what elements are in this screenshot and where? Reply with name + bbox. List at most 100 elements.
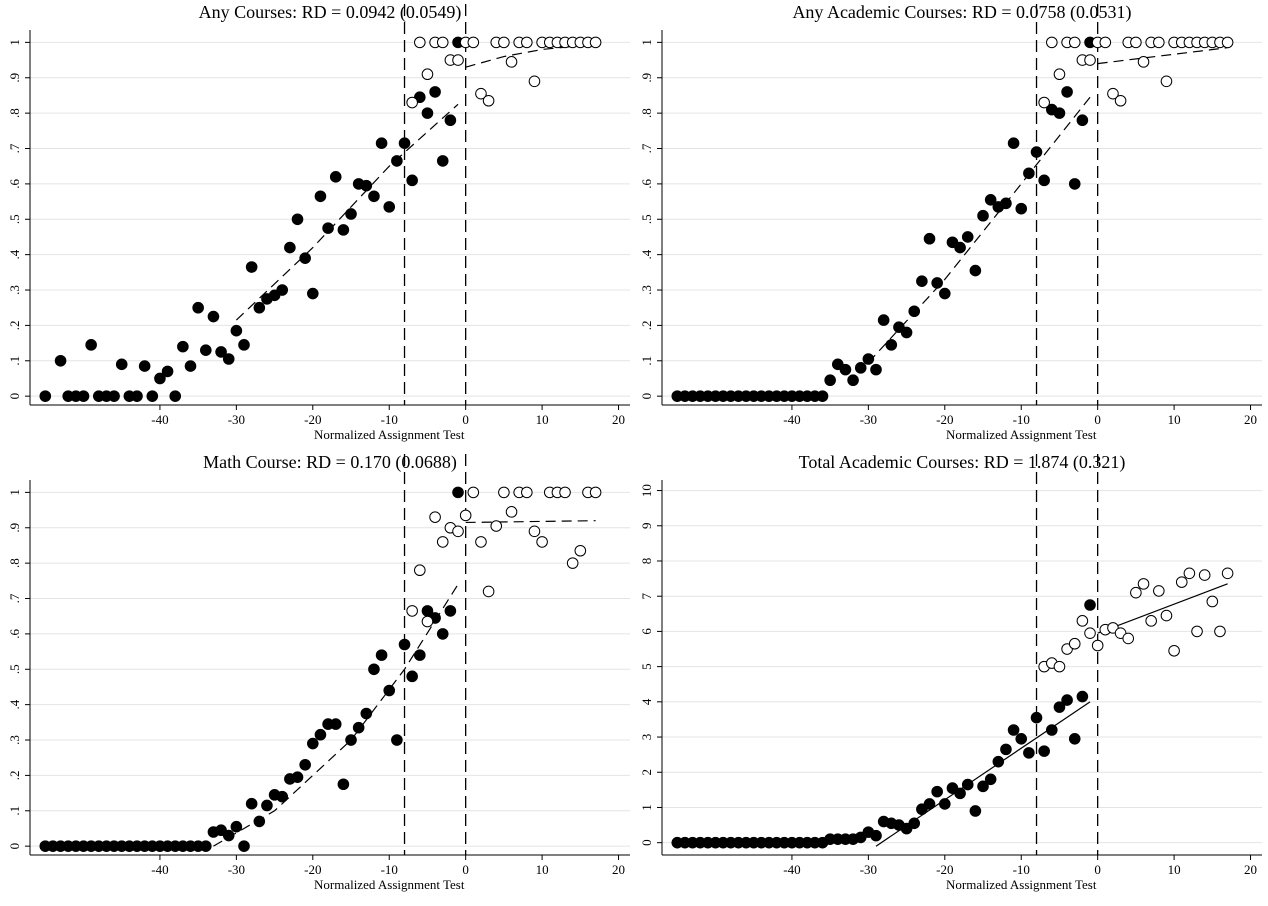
y-tick-label: .8 <box>7 108 22 118</box>
open-point <box>1137 56 1150 68</box>
open-point <box>436 36 449 49</box>
filled-point <box>436 155 449 167</box>
panel: Any Academic Courses: RD = 0.0758 (0.053… <box>639 2 1262 442</box>
filled-point <box>839 363 852 376</box>
open-point <box>406 96 418 109</box>
x-tick-label: 10 <box>1168 412 1181 427</box>
y-tick-label: 3 <box>639 734 654 741</box>
open-point <box>467 36 480 49</box>
open-point <box>1130 36 1142 49</box>
open-point <box>589 36 602 49</box>
panel-title: Math Course: RD = 0.170 (0.0688) <box>203 452 457 473</box>
filled-point <box>1030 146 1043 158</box>
open-point <box>1145 615 1157 627</box>
filled-point <box>192 301 204 314</box>
filled-point <box>199 344 212 356</box>
open-point <box>1046 36 1058 49</box>
y-tick-label: .7 <box>7 593 22 603</box>
x-tick-label: -20 <box>936 862 953 877</box>
open-point <box>1221 36 1234 49</box>
filled-point <box>108 390 120 402</box>
filled-point <box>1000 743 1012 756</box>
x-tick-label: 0 <box>462 412 469 427</box>
fit-line <box>1097 47 1228 65</box>
x-tick-label: -20 <box>304 412 321 427</box>
filled-point <box>360 179 373 192</box>
open-point <box>1168 644 1180 657</box>
x-tick-label: -30 <box>860 412 877 427</box>
open-point <box>559 486 571 499</box>
x-tick-label: 10 <box>536 862 549 877</box>
filled-point <box>337 778 350 791</box>
filled-point <box>368 663 380 676</box>
filled-point <box>977 780 989 793</box>
filled-point <box>291 213 304 226</box>
x-axis-label: Normalized Assignment Test <box>314 877 465 892</box>
open-point <box>1091 639 1104 652</box>
filled-point <box>299 758 311 771</box>
x-tick-label: 10 <box>536 412 549 427</box>
filled-point <box>1007 137 1020 150</box>
y-tick-label: .2 <box>639 321 654 331</box>
x-tick-label: -40 <box>151 412 168 427</box>
x-tick-label: 0 <box>1094 862 1101 877</box>
filled-point <box>900 326 913 339</box>
y-tick-label: 8 <box>639 558 654 565</box>
filled-point <box>1007 724 1020 736</box>
x-tick-label: 0 <box>462 862 469 877</box>
filled-point <box>1000 197 1012 210</box>
filled-point <box>444 114 457 127</box>
open-point <box>475 87 487 100</box>
filled-point <box>307 287 319 300</box>
y-tick-label: .7 <box>7 143 22 153</box>
x-tick-label: -10 <box>1013 412 1030 427</box>
filled-point <box>444 605 457 617</box>
open-point <box>1183 567 1196 580</box>
filled-point <box>368 190 380 203</box>
filled-point <box>261 799 273 812</box>
filled-point <box>184 360 197 372</box>
x-tick-label: -10 <box>381 412 398 427</box>
open-point <box>482 94 495 107</box>
open-point <box>421 615 434 628</box>
y-tick-label: 0 <box>639 393 654 400</box>
filled-point <box>138 360 151 372</box>
filled-point <box>238 840 250 852</box>
filled-point <box>908 817 921 830</box>
x-axis-label: Normalized Assignment Test <box>314 427 465 442</box>
open-point <box>521 486 533 499</box>
filled-point <box>1076 690 1089 703</box>
open-point <box>1153 585 1165 597</box>
y-tick-label: .4 <box>7 249 22 259</box>
open-point <box>459 509 472 522</box>
open-point <box>1160 609 1173 622</box>
filled-point <box>992 755 1005 768</box>
filled-point <box>1038 745 1050 757</box>
filled-point <box>436 628 449 640</box>
open-point <box>1068 637 1081 650</box>
filled-point <box>314 728 327 741</box>
filled-point <box>931 277 943 289</box>
y-tick-label: 1 <box>639 804 654 811</box>
filled-point <box>977 209 989 222</box>
filled-point <box>169 390 182 402</box>
filled-point <box>877 314 890 326</box>
filled-point <box>969 805 982 817</box>
filled-point <box>375 137 388 150</box>
open-point <box>1114 94 1127 107</box>
filled-point <box>299 252 311 264</box>
filled-point <box>954 241 966 254</box>
filled-point <box>238 339 250 351</box>
filled-point <box>54 354 67 367</box>
filled-point <box>345 734 357 746</box>
y-tick-label: .2 <box>7 771 22 781</box>
open-point <box>536 536 548 548</box>
y-tick-label: .4 <box>7 699 22 709</box>
x-tick-label: -10 <box>1013 862 1030 877</box>
filled-point <box>85 339 97 351</box>
filled-point <box>329 171 342 183</box>
filled-point <box>961 778 974 791</box>
x-tick-label: -30 <box>228 412 245 427</box>
filled-point <box>1046 724 1058 736</box>
open-point <box>1153 36 1165 49</box>
